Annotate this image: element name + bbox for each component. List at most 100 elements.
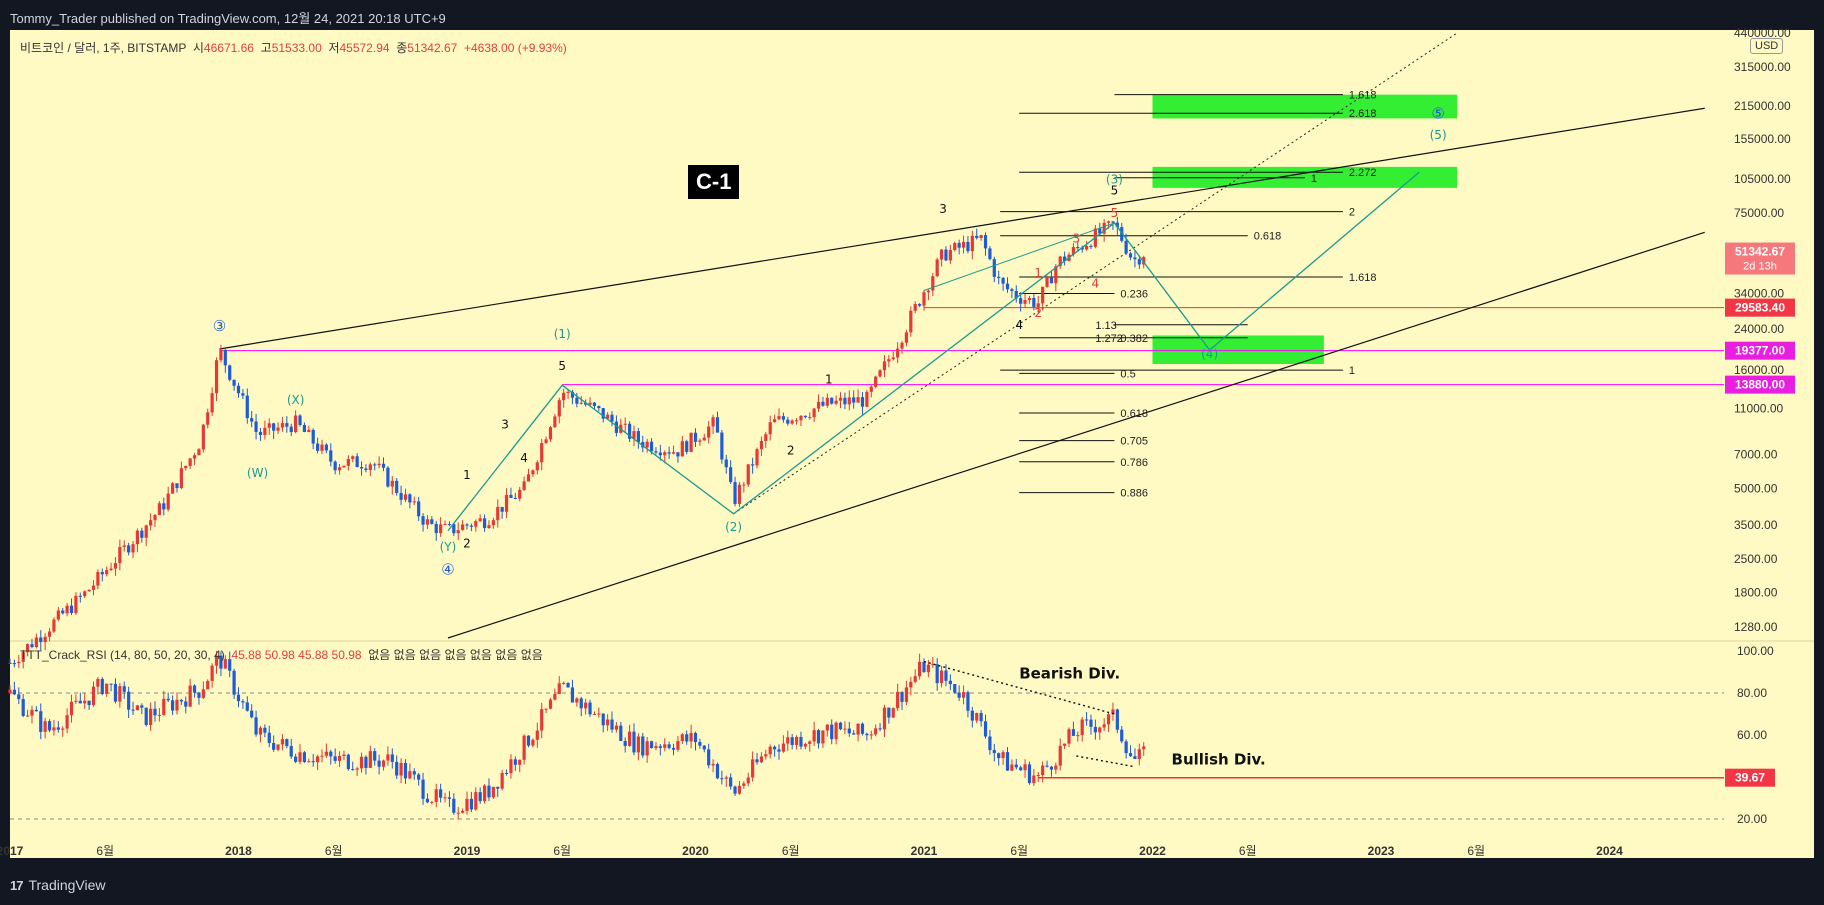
candle-body (386, 467, 390, 487)
candle-body (794, 420, 799, 422)
rsi-body (592, 713, 597, 715)
candle-body (439, 524, 443, 534)
rsi-body (30, 709, 34, 716)
candle-body (342, 465, 346, 468)
rsi-body (8, 689, 12, 693)
rsi-body (162, 698, 166, 715)
wave-label-circle: ④ (441, 560, 454, 578)
candle-body (390, 480, 394, 487)
rsi-body (487, 785, 491, 798)
rsi-body (935, 664, 939, 684)
rsi-body (69, 701, 74, 716)
price-tick-label: 3500.00 (1734, 518, 1778, 532)
brand-label: TradingView (28, 877, 106, 893)
candle-body (645, 441, 649, 448)
candle-body (263, 427, 267, 436)
rsi-body (197, 692, 201, 698)
wave-label: 3 (939, 202, 947, 216)
rsi-na-values: 없음 없음 없음 없음 없음 없음 없음 (368, 648, 543, 662)
candle-body (843, 397, 847, 405)
candle-body (680, 441, 684, 457)
rsi-bars (8, 650, 1146, 820)
candle-body (931, 276, 935, 291)
candle-body (206, 412, 210, 425)
rsi-axis-label: 39.67 (1725, 768, 1775, 787)
tradingview-logo[interactable]: 17 TradingView (10, 877, 106, 893)
candle-body (245, 395, 249, 419)
price-tick-label: 440000.00 (1734, 26, 1791, 40)
rsi-body (707, 749, 711, 766)
rsi-body (729, 777, 733, 787)
candle-body (381, 463, 386, 468)
rsi-body (118, 686, 122, 702)
change-value: +4638.00 (+9.93%) (464, 41, 567, 55)
rsi-body (403, 762, 408, 779)
candle-body (900, 342, 904, 349)
candle-body (566, 391, 570, 393)
candle-body (887, 359, 891, 362)
rsi-body (504, 772, 509, 774)
wave-label-minor: 3 (1073, 232, 1081, 246)
candle-body (553, 416, 557, 428)
candle-body (232, 379, 236, 386)
candle-body (223, 349, 227, 366)
rsi-body (887, 707, 891, 718)
rsi-body (298, 752, 302, 762)
time-tick-label: 2021 (911, 844, 938, 858)
candle-body (957, 242, 961, 248)
candle-body (127, 545, 131, 553)
candle-body (878, 370, 882, 377)
candle-body (636, 431, 640, 443)
candle-body (579, 402, 583, 404)
candle-body (131, 544, 135, 553)
rsi-body (751, 759, 755, 778)
candle-body (685, 441, 689, 452)
candle-body (627, 423, 632, 439)
fib-level-label: 0.786 (1120, 457, 1148, 469)
candle-body (1005, 283, 1010, 290)
candle-body (737, 484, 742, 504)
candle-body (276, 427, 280, 431)
rsi-body (874, 728, 878, 735)
price-axis-label-bg (1725, 242, 1795, 275)
rsi-body (395, 761, 399, 776)
candle-body (707, 426, 711, 438)
candle-body (1036, 303, 1040, 307)
candle-body (83, 591, 87, 597)
price-axis-label-bg (1725, 341, 1795, 360)
rsi-values: 45.88 50.98 45.88 50.98 (231, 648, 362, 662)
candle-body (408, 494, 412, 503)
candle-body (1111, 221, 1115, 223)
rsi-body (377, 760, 381, 767)
candle-body (548, 427, 553, 440)
candle-body (192, 455, 197, 459)
rsi-body (777, 749, 781, 752)
candle-body (759, 441, 764, 450)
candle-body (509, 494, 513, 498)
candle-body (65, 605, 69, 614)
candle-body (170, 483, 175, 494)
rsi-body (983, 721, 988, 737)
candle-body (522, 481, 526, 490)
rsi-body (1032, 775, 1036, 784)
wave-label-degree: (2) (725, 520, 742, 534)
rsi-body (1058, 745, 1062, 766)
rsi-body (206, 680, 210, 690)
candle-body (373, 464, 377, 466)
rsi-body (667, 744, 671, 748)
candle-body (478, 518, 482, 522)
currency-button[interactable]: USD (1750, 38, 1784, 54)
candle-body (909, 310, 913, 333)
candle-body (294, 415, 298, 433)
time-tick-label: 2018 (225, 844, 252, 858)
candle-body (210, 393, 214, 413)
candle-body (395, 480, 399, 493)
price-axis-background (1724, 30, 1814, 858)
rsi-body (355, 768, 359, 770)
candle-body (311, 429, 315, 444)
rsi-body (381, 760, 386, 767)
candle-body (214, 360, 219, 394)
candle-body (100, 572, 104, 575)
candle-body (157, 503, 162, 516)
